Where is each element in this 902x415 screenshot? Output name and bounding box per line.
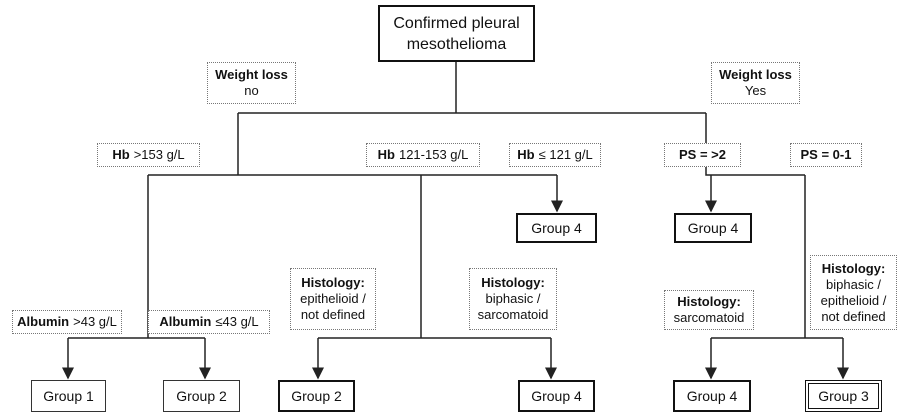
- condition-key: PS = >2: [679, 147, 726, 162]
- condition: PS = >2: [664, 143, 741, 167]
- condition-value: sarcomatoid: [673, 310, 745, 325]
- condition: Histology: epithelioid / not defined: [290, 268, 376, 330]
- condition: Histology: biphasic / sarcomatoid: [469, 268, 557, 330]
- condition-key: Histology:: [301, 275, 365, 290]
- condition-value: ≤43 g/L: [215, 314, 259, 329]
- condition-value: no: [244, 83, 259, 98]
- condition-value: 121-153 g/L: [398, 147, 469, 162]
- condition-key: Hb: [517, 147, 535, 162]
- condition: Albumin ≤43 g/L: [148, 310, 270, 334]
- condition-key: PS = 0-1: [800, 147, 852, 162]
- group-node: Group 1: [31, 380, 106, 412]
- condition: Histology: biphasic / epithelioid / not d…: [810, 255, 897, 330]
- condition-key: Albumin: [17, 314, 70, 329]
- condition-value: biphasic / epithelioid / not defined: [820, 276, 887, 324]
- condition-key: Albumin: [159, 314, 212, 329]
- condition-value: epithelioid / not defined: [300, 291, 366, 322]
- group-node: Group 4: [674, 213, 752, 243]
- condition-key: Weight loss: [719, 67, 792, 82]
- condition: Hb >153 g/L: [97, 143, 200, 167]
- condition: PS = 0-1: [790, 143, 862, 167]
- condition-value: >43 g/L: [73, 314, 117, 329]
- condition-key: Hb: [112, 147, 130, 162]
- group-node: Group 3: [805, 380, 882, 412]
- condition-value: Yes: [744, 83, 767, 98]
- root-node: Confirmed pleural mesothelioma: [378, 5, 535, 62]
- condition-key: Histology:: [481, 275, 545, 290]
- condition-key: Weight loss: [215, 67, 288, 82]
- condition: Histology: sarcomatoid: [664, 290, 754, 330]
- condition-key: Histology:: [821, 260, 886, 276]
- condition: Weight loss no: [207, 62, 296, 104]
- group-node: Group 2: [163, 380, 240, 412]
- group-node: Group 4: [518, 380, 595, 412]
- group-node: Group 2: [278, 380, 355, 412]
- condition-value: biphasic / sarcomatoid: [477, 291, 549, 322]
- condition: Hb ≤ 121 g/L: [509, 143, 601, 167]
- condition: Weight loss Yes: [711, 62, 800, 104]
- group-node: Group 4: [673, 380, 751, 412]
- condition-value: ≤ 121 g/L: [538, 147, 593, 162]
- group-node: Group 4: [516, 213, 597, 243]
- condition: Hb 121-153 g/L: [366, 143, 480, 167]
- condition-key: Histology:: [677, 294, 741, 309]
- condition-value: >153 g/L: [133, 147, 185, 162]
- condition-key: Hb: [377, 147, 395, 162]
- condition: Albumin >43 g/L: [12, 310, 122, 334]
